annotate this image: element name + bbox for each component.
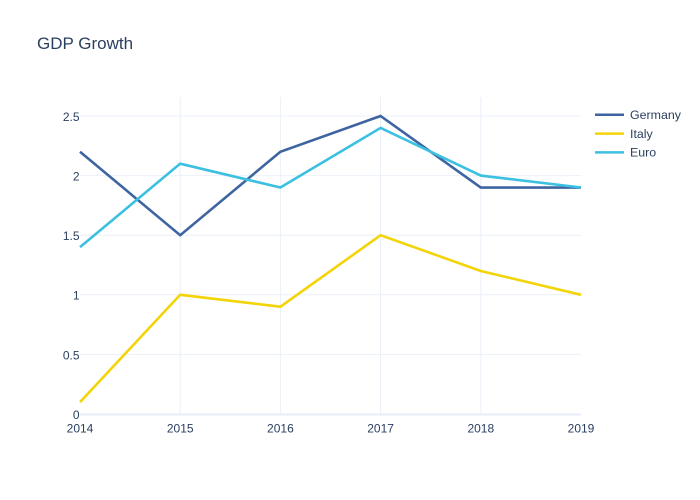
svg-text:2016: 2016 [267, 422, 294, 436]
svg-text:2: 2 [73, 170, 80, 184]
svg-text:1: 1 [73, 289, 80, 303]
svg-text:1.5: 1.5 [63, 229, 80, 243]
svg-text:2018: 2018 [467, 422, 494, 436]
svg-text:0: 0 [73, 408, 80, 422]
svg-text:Euro: Euro [630, 146, 656, 160]
svg-text:Italy: Italy [630, 127, 654, 141]
svg-text:Germany: Germany [630, 108, 682, 122]
svg-text:GDP Growth: GDP Growth [37, 34, 133, 53]
svg-text:2019: 2019 [568, 422, 595, 436]
svg-text:2.5: 2.5 [63, 110, 80, 124]
svg-text:2017: 2017 [367, 422, 394, 436]
svg-text:0.5: 0.5 [63, 348, 80, 362]
svg-text:2014: 2014 [67, 422, 94, 436]
svg-text:2015: 2015 [167, 422, 194, 436]
